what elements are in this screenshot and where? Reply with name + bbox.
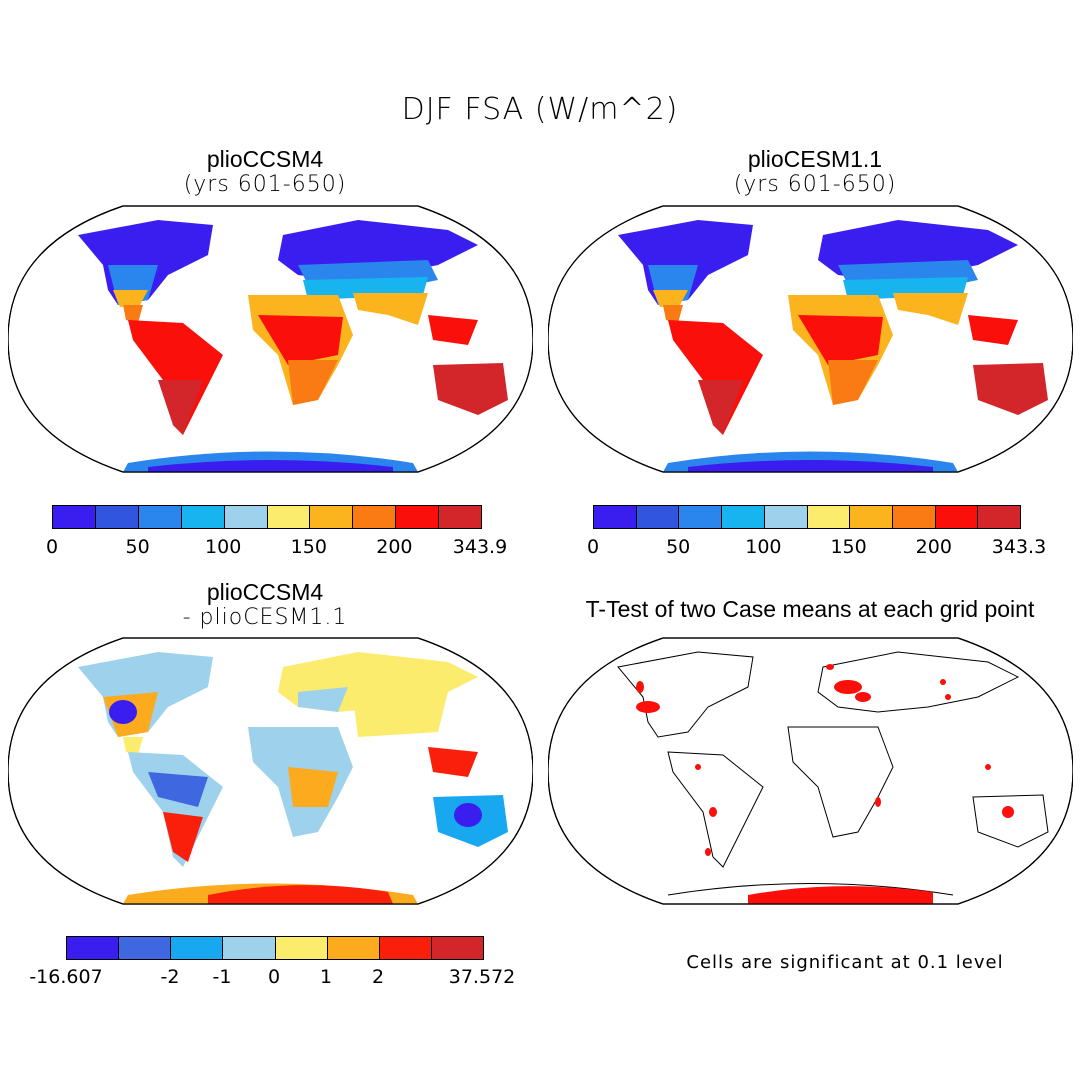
- colorbar-label: 150: [290, 536, 327, 558]
- colorbar-swatch: [764, 506, 808, 528]
- colorbar-swatch: [379, 937, 432, 959]
- map-plioccsm4: [8, 205, 533, 473]
- south-america: [668, 320, 763, 435]
- colorbar-swatch: [223, 937, 276, 959]
- north-america: [78, 220, 213, 305]
- eurasia-outline: [817, 651, 1020, 713]
- africa-outline: [787, 726, 894, 838]
- panel-title-tl: plioCCSM4: [206, 146, 324, 172]
- north-america: [618, 220, 753, 305]
- colorbar-swatch: [850, 506, 893, 528]
- panel-title-tr: plioCESM1.1: [747, 146, 883, 172]
- colorbar-label: 100: [745, 536, 782, 558]
- figure-title: DJF FSA (W/m^2): [401, 92, 679, 127]
- colorbar-label: 200: [915, 536, 952, 558]
- map-ttest: [548, 637, 1073, 905]
- colorbar-swatch: [353, 506, 397, 528]
- colorbar-label: 343.9: [452, 536, 508, 558]
- south-america: [128, 320, 223, 435]
- colorbar-swatch: [95, 506, 139, 528]
- panel-subtitle-tl: (yrs 601-650): [183, 172, 347, 197]
- colorbar-swatch: [679, 506, 723, 528]
- colorbar-swatch: [267, 506, 311, 528]
- map-pliocesm11: [548, 205, 1073, 473]
- significance-note: Cells are significant at 0.1 level: [686, 952, 1004, 973]
- colorbar-swatch: [67, 937, 120, 959]
- colorbar-labels-bl: -16.607 -2 -1 0 1 2 37.572: [29, 966, 515, 992]
- colorbar-swatch: [327, 937, 380, 959]
- colorbar-label: 37.572: [448, 966, 516, 988]
- significant-cells: [636, 664, 1014, 904]
- colorbar-label: 2: [371, 966, 385, 988]
- colorbar-label: -1: [212, 966, 232, 988]
- colorbar-label: 50: [666, 536, 691, 558]
- colorbar-swatch: [439, 506, 482, 528]
- colorbar-label: -2: [160, 966, 180, 988]
- colorbar-swatch: [171, 937, 224, 959]
- panel-title-bl: plioCCSM4: [206, 579, 324, 605]
- colorbar-label: 1: [319, 966, 333, 988]
- colorbar-swatch: [119, 937, 172, 959]
- colorbar-swatch: [935, 506, 979, 528]
- colorbar-swatch: [636, 506, 680, 528]
- colorbar-swatch: [978, 506, 1021, 528]
- south-america-outline: [667, 751, 764, 868]
- colorbar-swatch: [275, 937, 328, 959]
- colorbar-swatch: [594, 506, 637, 528]
- colorbar-bl: [66, 936, 484, 960]
- map-difference: [8, 637, 533, 905]
- colorbar-label: -16.607: [29, 966, 103, 988]
- colorbar-label: 0: [267, 966, 281, 988]
- colorbar-labels-tr: 0 50 100 150 200 343.3: [587, 536, 1046, 562]
- panel-subtitle-tr: (yrs 601-650): [733, 172, 897, 197]
- colorbar-swatch: [396, 506, 440, 528]
- panel-title-br: T-Test of two Case means at each grid po…: [585, 596, 1035, 622]
- colorbar-swatch: [431, 937, 483, 959]
- colorbar-swatch: [807, 506, 851, 528]
- antarctica-outline: [667, 883, 954, 896]
- colorbar-label: 150: [830, 536, 867, 558]
- colorbar-label: 200: [376, 536, 413, 558]
- colorbar-swatch: [53, 506, 96, 528]
- colorbar-swatch: [181, 506, 225, 528]
- australia: [973, 363, 1048, 415]
- colorbar-label: 100: [205, 536, 242, 558]
- colorbar-swatch: [138, 506, 182, 528]
- colorbar-swatch: [892, 506, 936, 528]
- colorbar-tr: [593, 505, 1021, 529]
- colorbar-swatch: [310, 506, 354, 528]
- colorbar-swatch: [722, 506, 765, 528]
- australia: [433, 363, 508, 415]
- colorbar-label: 0: [586, 536, 600, 558]
- colorbar-swatch: [224, 506, 268, 528]
- colorbar-label: 50: [125, 536, 150, 558]
- colorbar-label: 343.3: [991, 536, 1047, 558]
- panel-subtitle-bl: - plioCESM1.1: [182, 605, 348, 630]
- australia-outline: [972, 794, 1049, 848]
- colorbar-tl: [52, 505, 482, 529]
- colorbar-label: 0: [45, 536, 59, 558]
- colorbar-labels-tl: 0 50 100 150 200 343.9: [46, 536, 507, 562]
